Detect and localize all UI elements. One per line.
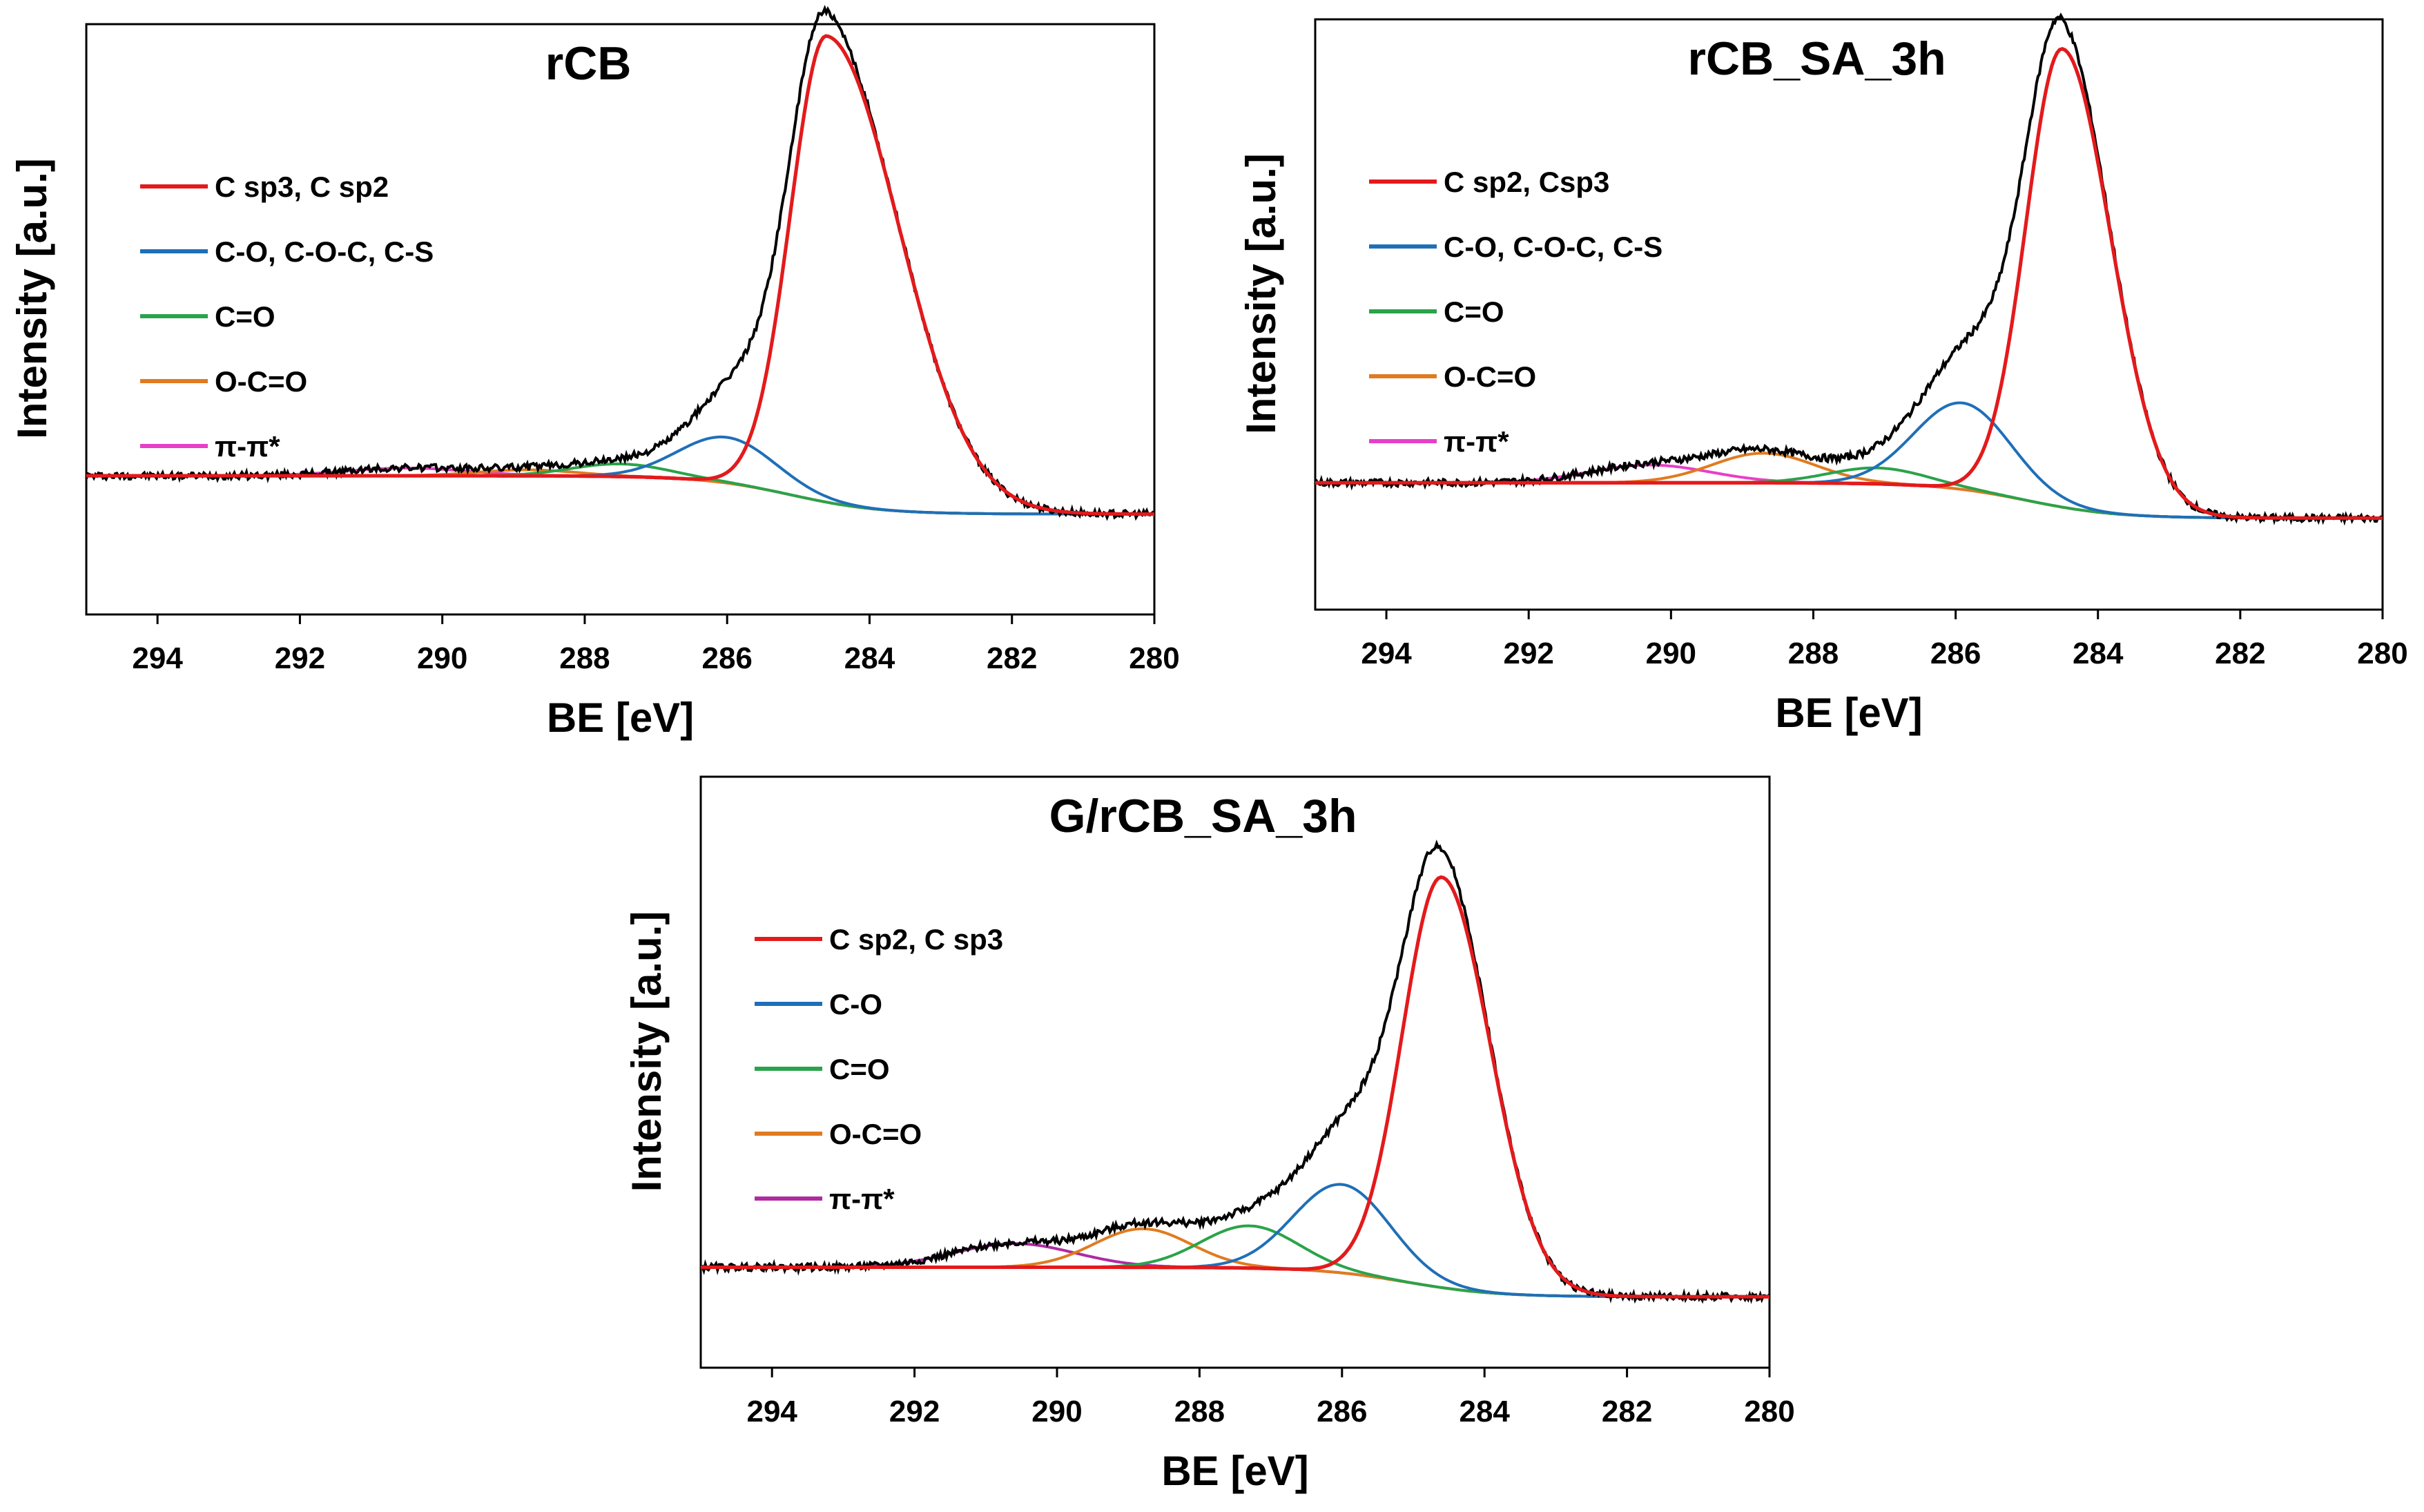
legend: C sp3, C sp2 C-O, C-O-C, C-S C=O O-C=O π-π*: [140, 171, 434, 463]
x-tick-label: 284: [1459, 1395, 1510, 1428]
x-tick-label: 286: [1930, 637, 1981, 670]
legend-label: C sp3, C sp2: [215, 171, 389, 203]
legend-label: O-C=O: [829, 1118, 922, 1150]
series-curve-1-overlay: [86, 34, 1154, 516]
legend-label: π-π*: [829, 1183, 895, 1215]
x-tick-label: 284: [2073, 637, 2124, 670]
x-tick-label: 288: [1788, 637, 1839, 670]
legend-label: O-C=O: [1444, 360, 1536, 393]
x-tick-label: 292: [1503, 637, 1553, 670]
x-tick-label: 292: [889, 1395, 940, 1428]
x-axis-label: BE [eV]: [1161, 1448, 1308, 1494]
plot-area: [85, 23, 1156, 616]
x-tick-label: 284: [844, 641, 895, 675]
legend-label: C-O, C-O-C, C-S: [1444, 231, 1662, 263]
chart-panel-2: 294 292 290 288 286 284 282 280 rCB_SA_3h BE [eV]…: [1238, 12, 2408, 736]
legend-label: C=O: [1444, 295, 1504, 328]
x-axis-label: BE [eV]: [1775, 690, 1922, 736]
legend-label: C=O: [215, 300, 275, 333]
legend-label: C sp2, C sp3: [829, 923, 1003, 956]
legend-label: O-C=O: [215, 365, 307, 398]
x-tick-label: 294: [746, 1395, 797, 1428]
y-axis-label: Intensity [a.u.]: [1238, 153, 1284, 434]
legend-label: C-O, C-O-C, C-S: [215, 235, 434, 268]
legend: C sp2, Csp3 C-O, C-O-C, C-S C=O O-C=O π-π*: [1369, 166, 1662, 458]
x-tick-label: 288: [559, 641, 610, 675]
x-tick-label: 288: [1174, 1395, 1225, 1428]
raw-spectrum-line: [700, 839, 1771, 1304]
x-tick-label: 280: [1129, 641, 1179, 675]
x-tick-label: 294: [1361, 637, 1412, 670]
legend-label: C=O: [829, 1053, 890, 1085]
y-axis-label: Intensity [a.u.]: [9, 158, 55, 439]
x-tick-label: 280: [2357, 637, 2407, 670]
x-tick-label: 292: [275, 641, 325, 675]
x-tick-label: 282: [2215, 637, 2265, 670]
legend-label: C-O: [829, 988, 882, 1020]
x-tick-label: 286: [1317, 1395, 1367, 1428]
x-axis-label: BE [eV]: [547, 695, 694, 741]
x-tick-label: 294: [132, 641, 183, 675]
chart-title: rCB: [545, 37, 632, 90]
x-tick-label: 290: [1646, 637, 1696, 670]
x-tick-label: 282: [987, 641, 1037, 675]
series-curve-1-overlay: [1315, 47, 2383, 520]
series-curve-1-overlay: [701, 875, 1769, 1299]
chart-title: rCB_SA_3h: [1688, 32, 1946, 85]
legend-label: C sp2, Csp3: [1444, 166, 1609, 198]
x-tick-label: 282: [1602, 1395, 1652, 1428]
chart-panel-3: 294 292 290 288 286 284 282 280 G/rCB_SA_3h BE [e…: [623, 775, 1795, 1494]
legend-label: π-π*: [215, 430, 280, 463]
x-tick-label: 286: [701, 641, 752, 675]
x-tick-label: 280: [1744, 1395, 1794, 1428]
legend: C sp2, C sp3 C-O C=O O-C=O π-π*: [755, 923, 1003, 1215]
y-axis-label: Intensity [a.u.]: [623, 911, 670, 1192]
chart-title: G/rCB_SA_3h: [1049, 790, 1357, 842]
x-tick-label: 290: [1031, 1395, 1082, 1428]
x-tick-label: 290: [417, 641, 467, 675]
chart-panel-1: 294 292 290 288 286 284 282 280 rCB BE [eV] Intens…: [9, 5, 1180, 741]
legend-label: π-π*: [1444, 425, 1509, 458]
